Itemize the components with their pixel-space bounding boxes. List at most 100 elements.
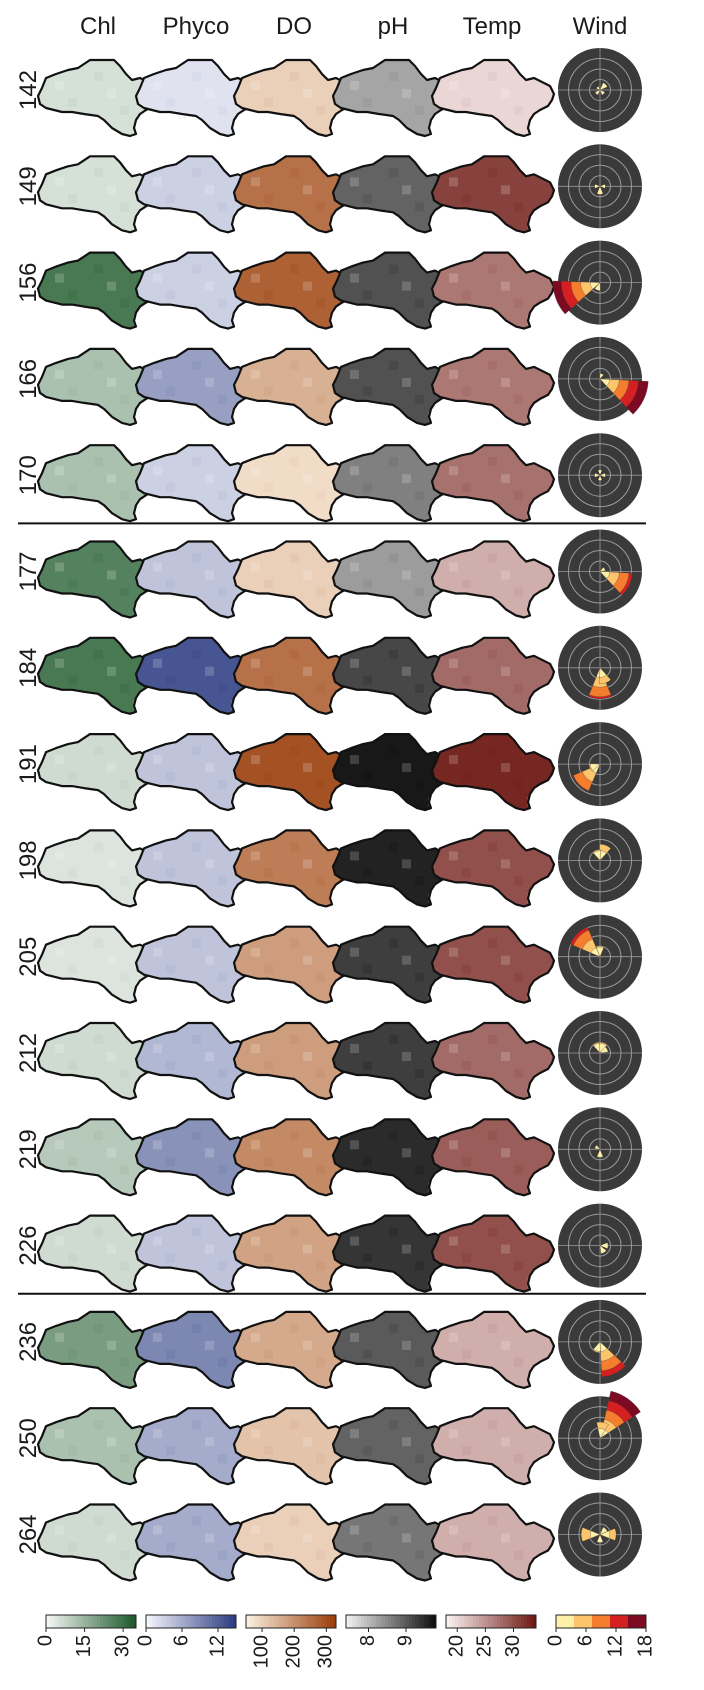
colorbar-gradient-step — [218, 1615, 222, 1628]
colorbar-tick-label: 300 — [315, 1635, 337, 1668]
colorbar-gradient-step — [470, 1615, 474, 1628]
colorbar-gradient-step — [61, 1615, 65, 1628]
heatmap-panel-temp-236 — [430, 1310, 556, 1390]
colorbar-gradient-step — [376, 1615, 380, 1628]
wind-petal — [594, 1144, 601, 1150]
colorbar-tick-label: 12 — [604, 1635, 626, 1657]
colorbar-gradient-step — [352, 1615, 356, 1628]
lake-fill — [432, 1504, 554, 1581]
colorbar-wind-speed: 0 6 12 18 — [544, 1614, 656, 1657]
row-day-142: 142 — [15, 48, 642, 138]
colorbar-gradient-step — [294, 1615, 298, 1628]
colorbar-tick-label: 25 — [474, 1635, 496, 1657]
colorbar-tick-label: 0 — [544, 1635, 566, 1646]
wind-petal — [592, 1042, 601, 1054]
colorbar-gradient-step — [67, 1615, 71, 1628]
wind-petal — [594, 89, 601, 96]
wind-petal-segment — [596, 1534, 604, 1543]
colorbar-gradient-step — [130, 1615, 134, 1628]
wind-petal — [599, 472, 606, 478]
colorbar-gradient-step — [58, 1615, 62, 1628]
colorbar-gradient-step — [488, 1615, 492, 1628]
colorbar-gradient-step — [315, 1615, 319, 1628]
wind-petal-segment — [599, 1043, 607, 1054]
colorbar-gradient-step — [358, 1615, 362, 1628]
heatmap-panel-temp-212 — [430, 1021, 556, 1101]
colorbar-bin — [592, 1615, 611, 1628]
row-label: 226 — [15, 1226, 42, 1266]
colorbar-tick-label: 9 — [394, 1635, 416, 1646]
colorbar-gradient-step — [346, 1615, 350, 1628]
colorbar-gradient-step — [79, 1615, 83, 1628]
row-day-166: 166 — [15, 336, 649, 426]
row-day-198: 198 — [15, 818, 642, 908]
colorbar-gradient-step — [264, 1615, 268, 1628]
column-header-chl: Chl — [80, 13, 116, 40]
lake-fill — [432, 252, 554, 329]
colorbar-gradient-step — [446, 1615, 450, 1628]
colorbar-gradient-step — [152, 1615, 156, 1628]
row-day-170: 170 — [15, 433, 642, 523]
colorbar-gradient-step — [200, 1615, 204, 1628]
colorbar-gradient-step — [215, 1615, 219, 1628]
colorbar-gradient-step — [333, 1615, 337, 1628]
colorbar-tick-label: 8 — [357, 1635, 379, 1646]
colorbar-gradient-step — [367, 1615, 371, 1628]
colorbar-frame — [145, 1614, 237, 1629]
wind-petal-segment — [599, 1245, 607, 1254]
wind-petal — [599, 571, 633, 596]
colorbar-gradient-step — [167, 1615, 171, 1628]
wind-petal-segment — [590, 1530, 601, 1539]
colorbar-gradient-step — [406, 1615, 410, 1628]
colorbar-gradient-step — [497, 1615, 501, 1628]
colorbar-gradient-step — [224, 1615, 228, 1628]
colorbar-gradient-step — [100, 1615, 104, 1628]
heatmap-panel-temp-156 — [430, 251, 556, 330]
colorbar-gradient-step — [285, 1615, 289, 1628]
colorbar-gradient-step — [458, 1615, 462, 1628]
colorbar-bin — [574, 1615, 593, 1628]
colorbar-bin — [556, 1615, 575, 1628]
row-day-156: 156 — [15, 240, 642, 330]
heatmap-panel-temp-149 — [430, 155, 556, 234]
wind-petal — [599, 667, 611, 685]
row-day-236: 236 — [15, 1299, 642, 1390]
colorbar-tick-label: 12 — [206, 1635, 228, 1657]
colorbar-gradient-step — [203, 1615, 207, 1628]
heatmap-panel-temp-191 — [430, 732, 556, 812]
colorbar-phyco: 0 6 12 — [134, 1614, 237, 1657]
wind-petal — [599, 1390, 641, 1439]
heatmap-panel-temp-177 — [430, 540, 556, 619]
colorbar-gradient-step — [191, 1615, 195, 1628]
colorbar-gradient-step — [479, 1615, 483, 1628]
colorbar-gradient-step — [452, 1615, 456, 1628]
row-day-212: 212 — [15, 1011, 642, 1101]
row-day-177: 177 — [15, 529, 642, 619]
colorbar-gradient-step — [521, 1615, 525, 1628]
lake-fill — [432, 1311, 554, 1388]
lake-fill — [432, 1408, 554, 1485]
wind-petal — [595, 945, 605, 958]
colorbar-gradient-step — [349, 1615, 353, 1628]
colorbar-gradient-step — [403, 1615, 407, 1628]
colorbar-gradient-step — [318, 1615, 322, 1628]
colorbar-gradient-step — [527, 1615, 531, 1628]
row-label: 191 — [15, 744, 42, 784]
colorbar-gradient-step — [209, 1615, 213, 1628]
row-day-149: 149 — [15, 144, 642, 234]
data-rows: 142 149 156 166 170 177 184 191 198 205 212 219 226 2… — [15, 48, 649, 1582]
colorbar-gradient-step — [246, 1615, 250, 1628]
colorbar-gradient-step — [412, 1615, 416, 1628]
wind-rose-191 — [558, 722, 642, 807]
colorbar-gradient-step — [303, 1615, 307, 1628]
wind-petal-segment — [599, 1530, 610, 1539]
colorbar-gradient-step — [503, 1615, 507, 1628]
wind-petal-segment — [590, 282, 601, 290]
row-day-191: 191 — [15, 722, 642, 812]
wind-petal-segment — [597, 474, 603, 481]
wind-petal-segment — [590, 763, 601, 771]
wind-petal-segment — [596, 86, 601, 91]
lake-fill — [432, 926, 554, 1003]
colorbar-gradient-step — [149, 1615, 153, 1628]
